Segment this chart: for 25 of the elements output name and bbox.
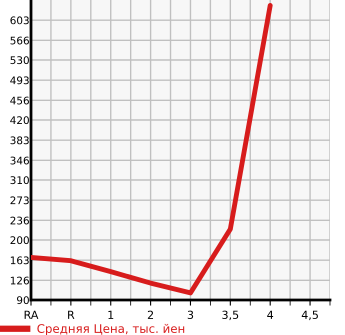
y-tick-label: 346 [10,156,29,164]
x-tick-label: 4 [267,310,274,319]
x-tick-label: 3,5 [222,310,238,320]
y-tick-label: 310 [10,176,29,184]
x-tick-label: RA [24,310,38,319]
x-tick-label: R [68,310,74,319]
x-tick-label: 2 [148,310,154,319]
y-tick-label: 603 [10,16,29,24]
x-tick-label: 1 [108,310,114,319]
line-series [31,3,273,296]
y-tick-label: 200 [10,236,29,244]
x-tick-label: 3 [188,310,194,320]
y-tick-label: 236 [10,216,29,224]
y-tick-label: 456 [10,96,29,104]
y-tick-label: 273 [10,196,29,204]
y-tick-label: 493 [10,76,29,84]
y-tick-label: 383 [10,136,29,144]
y-tick-label: 420 [10,116,29,124]
y-tick-label: 90 [17,296,29,304]
legend-label: Средняя Цена, тыс. йен [37,324,184,335]
x-tick-label: 4,5 [302,310,318,320]
y-tick-label: 530 [10,56,29,64]
y-tick-label: 163 [10,256,29,264]
y-tick-label: 126 [10,276,29,284]
y-tick-label: 566 [10,36,29,44]
